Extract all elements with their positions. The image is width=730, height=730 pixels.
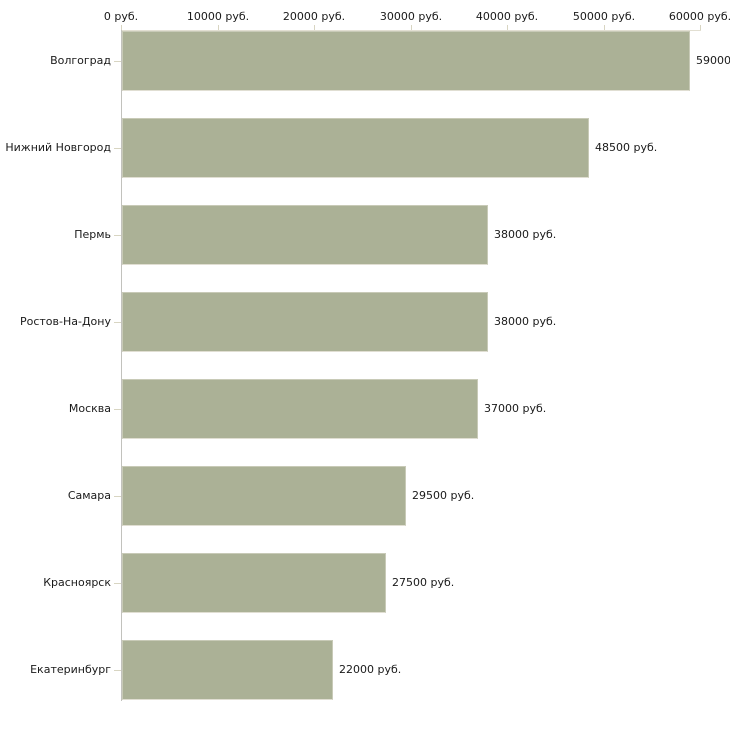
category-tick-mark bbox=[114, 235, 121, 236]
bar-value-label: 48500 руб. bbox=[595, 141, 658, 154]
chart-row: Нижний Новгород 48500 руб. bbox=[0, 118, 730, 178]
category-tick-mark bbox=[114, 409, 121, 410]
x-axis-tick-label: 20000 руб. bbox=[282, 10, 346, 23]
x-axis-tick-label: 30000 руб. bbox=[379, 10, 443, 23]
x-axis-tick-label: 50000 руб. bbox=[572, 10, 636, 23]
category-label: Самара bbox=[67, 489, 111, 502]
chart-row: Ростов-На-Дону 38000 руб. bbox=[0, 292, 730, 352]
chart-row: Пермь 38000 руб. bbox=[0, 205, 730, 265]
x-axis-tick-label: 40000 руб. bbox=[475, 10, 539, 23]
bar bbox=[122, 640, 333, 700]
category-tick-mark bbox=[114, 496, 121, 497]
category-tick-mark bbox=[114, 148, 121, 149]
category-label: Ростов-На-Дону bbox=[19, 315, 111, 328]
category-label: Москва bbox=[68, 402, 111, 415]
x-axis-tick-mark bbox=[507, 25, 508, 30]
bar-value-label: 38000 руб. bbox=[494, 228, 557, 241]
category-tick-mark bbox=[114, 583, 121, 584]
category-tick-mark bbox=[114, 322, 121, 323]
y-axis-line bbox=[121, 30, 122, 701]
chart-row: Екатеринбург 22000 руб. bbox=[0, 640, 730, 700]
x-axis-tick-label: 60000 руб. bbox=[668, 10, 730, 23]
x-axis-tick-label: 0 руб. bbox=[103, 10, 139, 23]
bar bbox=[122, 466, 406, 526]
category-label: Нижний Новгород bbox=[5, 141, 111, 154]
x-axis-tick-mark bbox=[218, 25, 219, 30]
bar bbox=[122, 31, 690, 91]
bar-value-label: 27500 руб. bbox=[392, 576, 455, 589]
bar-value-label: 38000 руб. bbox=[494, 315, 557, 328]
chart-row: Волгоград 59000 руб. bbox=[0, 31, 730, 91]
x-axis-tick-mark bbox=[121, 25, 122, 30]
category-label: Волгоград bbox=[50, 54, 111, 67]
category-label: Красноярск bbox=[43, 576, 111, 589]
category-tick-mark bbox=[114, 670, 121, 671]
chart-row: Самара 29500 руб. bbox=[0, 466, 730, 526]
x-axis-tick-mark bbox=[604, 25, 605, 30]
chart-row: Москва 37000 руб. bbox=[0, 379, 730, 439]
x-axis-tick-mark bbox=[411, 25, 412, 30]
bar bbox=[122, 553, 386, 613]
bar bbox=[122, 118, 589, 178]
category-tick-mark bbox=[114, 61, 121, 62]
bar-value-label: 29500 руб. bbox=[412, 489, 475, 502]
chart-row: Красноярск 27500 руб. bbox=[0, 553, 730, 613]
bar bbox=[122, 205, 488, 265]
category-label: Екатеринбург bbox=[30, 663, 111, 676]
x-axis-tick-mark bbox=[314, 25, 315, 30]
bar-value-label: 59000 руб. bbox=[696, 54, 730, 67]
category-label: Пермь bbox=[74, 228, 111, 241]
bar bbox=[122, 292, 488, 352]
x-axis-tick-label: 10000 руб. bbox=[186, 10, 250, 23]
bar-value-label: 37000 руб. bbox=[484, 402, 547, 415]
x-axis-line bbox=[121, 30, 701, 31]
bar bbox=[122, 379, 478, 439]
bar-value-label: 22000 руб. bbox=[339, 663, 402, 676]
x-axis-tick-mark bbox=[700, 25, 701, 30]
